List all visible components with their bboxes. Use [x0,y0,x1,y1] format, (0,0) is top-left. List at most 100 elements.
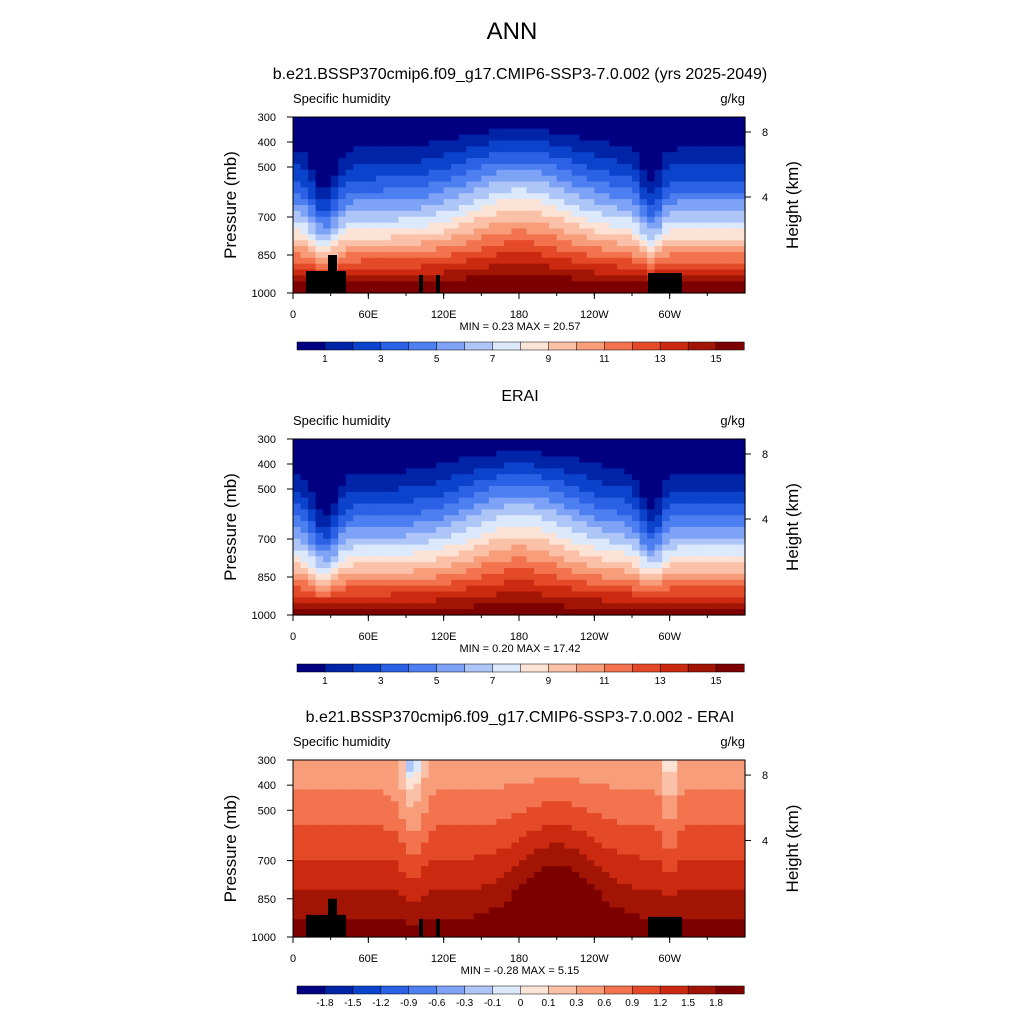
field-cell [308,257,317,265]
field-cell [451,134,460,142]
field-cell [390,848,400,855]
field-cell [722,765,731,773]
field-cell [511,760,520,767]
field-cell [632,544,641,552]
field-cell [451,842,460,850]
field-cell [323,532,332,540]
field-cell [436,468,445,475]
field-cell [624,562,633,569]
field-cell [564,222,573,230]
field-cell [496,872,505,879]
field-cell [632,210,641,218]
field-cell [368,603,377,610]
field-cell [300,795,309,802]
field-cell [549,824,558,832]
field-cell [699,456,708,464]
field-cell [647,854,656,861]
field-cell [564,544,573,552]
field-cell [714,783,723,791]
field-cell [511,216,520,224]
field-cell [406,269,415,276]
field-cell [323,497,332,505]
field-cell [541,765,550,773]
field-cell [406,795,415,802]
field-cell [413,544,422,552]
field-cell [398,591,407,598]
field-cell [609,824,618,832]
field-cell [616,860,626,867]
field-cell [571,860,580,867]
field-cell [722,509,731,516]
field-cell [511,193,520,200]
field-cell [677,228,686,235]
field-cell [338,257,347,265]
field-cell [556,579,565,587]
field-cell [549,456,558,464]
field-cell [413,146,422,153]
field-cell [714,122,723,130]
field-cell [300,568,309,575]
field-cell [601,117,610,124]
field-cell [549,146,558,153]
field-cell [488,158,497,165]
field-cell [609,603,618,610]
field-cell [390,503,400,510]
field-cell [443,585,452,593]
field-cell [571,158,580,165]
field-cell [451,538,460,546]
field-cell [737,527,746,534]
field-cell [692,550,701,557]
field-cell [662,509,671,516]
field-cell [579,456,588,464]
field-cell [330,878,339,885]
field-cell [579,872,588,879]
field-cell [293,521,302,528]
field-cell [308,216,317,224]
field-cell [647,789,656,796]
field-cell [368,210,377,218]
field-cell [526,848,535,855]
field-cell [383,216,392,224]
field-cell [353,152,362,159]
field-cell [338,468,347,475]
field-cell [511,777,520,785]
field-cell [338,246,347,253]
field-cell [503,527,513,534]
field-cell [511,246,520,253]
field-cell [481,765,490,773]
field-cell [488,550,497,557]
field-cell [330,450,339,458]
field-cell [496,765,505,773]
field-cell [330,854,339,861]
field-cell [323,515,332,522]
field-cell [315,134,324,142]
field-cell [345,275,354,282]
field-cell [722,468,731,475]
field-cell [496,568,505,575]
field-cell [466,795,475,802]
field-cell [677,462,686,469]
field-cell [398,251,407,259]
field-cell [647,568,656,575]
field-cell [421,462,430,469]
field-cell [436,146,445,153]
field-cell [534,771,543,779]
field-cell [669,480,678,487]
field-cell [511,591,520,598]
field-cell [330,158,339,165]
field-cell [390,550,400,557]
field-cell [541,568,550,575]
field-cell [692,760,701,767]
field-cell [323,854,332,861]
field-cell [428,836,437,844]
field-cell [632,789,641,796]
field-cell [503,836,513,844]
field-cell [639,275,648,282]
field-cell [338,122,347,130]
field-cell [616,163,626,171]
field-cell [338,491,347,499]
field-cell [300,760,309,767]
field-cell [398,439,407,446]
field-cell [481,263,490,271]
field-cell [451,140,460,147]
